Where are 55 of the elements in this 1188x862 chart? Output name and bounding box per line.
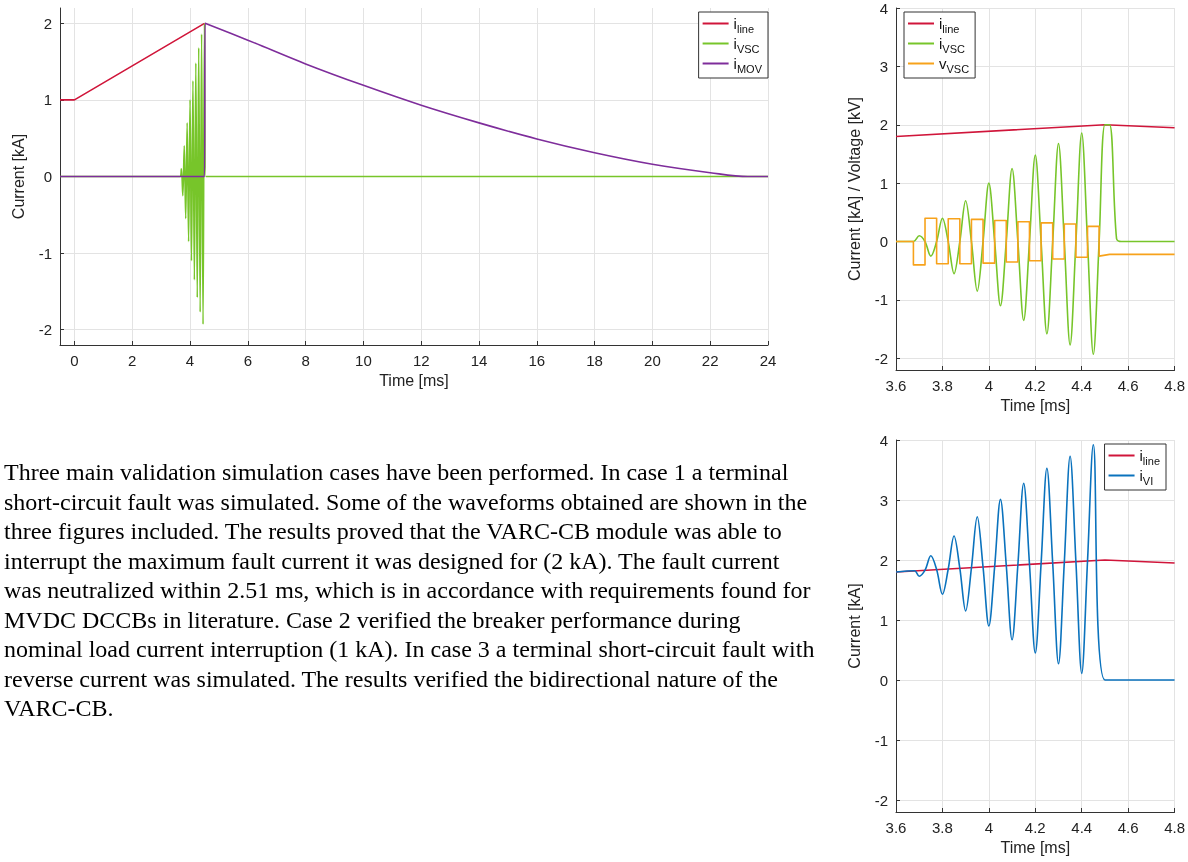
x-tick-label: 4.8 [1164, 377, 1185, 394]
y-tick-label: 4 [879, 0, 888, 17]
x-tick-label: 4.8 [1164, 819, 1185, 836]
y-tick-label: 0 [879, 671, 888, 689]
x-tick-label: 0 [70, 352, 79, 369]
y-tick-label: 0 [879, 233, 888, 251]
x-tick-label: 20 [644, 352, 661, 369]
y-tick-label: -2 [874, 349, 888, 367]
y-tick-label: 1 [43, 91, 52, 109]
x-tick-label: 4 [984, 377, 994, 394]
x-tick-label: 6 [243, 352, 253, 369]
y-tick-label: 2 [879, 551, 888, 569]
x-tick-label: 3.6 [885, 819, 907, 836]
x-tick-label: 4.6 [1117, 819, 1139, 836]
x-axis-title: Time [ms] [1000, 397, 1071, 415]
y-tick-label: 2 [43, 14, 52, 32]
y-tick-label: -2 [38, 321, 52, 339]
line-series [895, 444, 1176, 681]
y-axis-title: Current [kA] [9, 133, 27, 220]
x-tick-label: 4.2 [1024, 377, 1046, 394]
x-tick-label: 4.6 [1117, 377, 1139, 394]
y-tick-label: 3 [879, 491, 888, 509]
y-tick-label: 4 [879, 431, 888, 449]
y-tick-label: -1 [874, 291, 888, 309]
x-axis-title: Time [ms] [379, 372, 449, 390]
x-tick-label: 8 [301, 352, 310, 369]
x-tick-label: 3.8 [932, 377, 953, 394]
x-tick-label: 18 [586, 352, 603, 369]
y-tick-label: 3 [879, 57, 888, 75]
y-tick-label: 0 [43, 168, 52, 185]
y-tick-label: -2 [874, 791, 888, 809]
text: Three main validation simulation cases have been performed. In case 1 a terminal short-circuit fault was simulated. Some of the waveforms obtained are shown in the three figures included. The results proved that the VARC-CB module was able to interrupt the maximum fault current it was designed for (2 kA). The fault current was neutralized within 2.51 ms, which is in accordance with requirements found for MVDC DCCBs in literature. Case 2 verified the breaker performance during nominal load current interruption (1 kA). In case 3 a terminal short-circuit fault with reverse current was simulated. The results verified the bidirectional nature of the VARC-CB. [4, 459, 815, 721]
x-tick-label: 3.8 [932, 819, 953, 836]
x-tick-label: 4.4 [1071, 819, 1093, 836]
y-tick-label: 2 [879, 116, 888, 134]
y-axis-title: Current [kA] / Voltage [kV] [845, 96, 863, 282]
x-tick-label: 16 [528, 352, 546, 369]
x-axis-title: Time [ms] [1000, 839, 1071, 857]
y-tick-label: 1 [879, 174, 888, 192]
y-tick-label: -1 [874, 731, 888, 749]
line-series [895, 217, 1176, 266]
x-tick-label: 3.6 [885, 377, 907, 394]
x-tick-label: 4 [185, 352, 195, 369]
x-tick-label: 22 [701, 352, 719, 369]
x-tick-label: 2 [128, 352, 137, 369]
y-axis-title: Current [kA] [845, 583, 863, 669]
x-tick-label: 14 [470, 352, 488, 369]
x-tick-label: 4.2 [1024, 819, 1046, 836]
x-tick-label: 4.4 [1071, 377, 1093, 394]
x-tick-label: 12 [412, 352, 430, 369]
x-tick-label: 10 [355, 352, 372, 369]
y-tick-label: -1 [38, 244, 52, 262]
y-tick-label: 1 [879, 611, 888, 629]
x-tick-label: 24 [759, 352, 777, 369]
x-tick-label: 4 [984, 819, 994, 836]
